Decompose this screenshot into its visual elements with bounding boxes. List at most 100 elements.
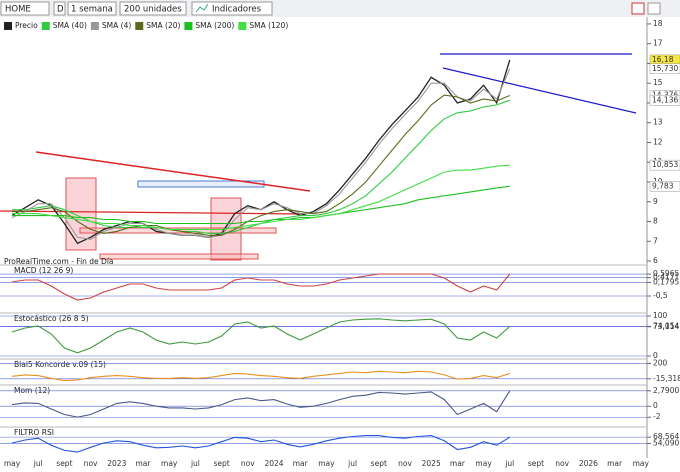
zone-box [99, 253, 259, 260]
x-tick-label: nov [398, 459, 412, 468]
price-tag [649, 159, 680, 171]
x-tick-label: sept [371, 459, 387, 468]
series-line [12, 185, 510, 225]
legend-swatch [4, 22, 12, 30]
y-tick-label: 17 [653, 39, 663, 48]
units: 200 unidades [124, 5, 182, 15]
series-line [11, 273, 511, 301]
series-line [12, 94, 511, 236]
y-tick-label: -15,318 [653, 374, 680, 383]
price-tag-label: 9,783 [652, 181, 674, 190]
legend-swatch [184, 22, 193, 30]
y-tick-label: 0 [653, 351, 658, 360]
x-tick-label: sept [213, 459, 229, 468]
period-code-box[interactable] [53, 1, 66, 16]
indicators: Indicadores [212, 5, 262, 15]
y-tick-label: 8 [653, 217, 658, 226]
x-tick-label: nov [241, 459, 255, 468]
price-tag-label: 10,853 [652, 160, 678, 169]
panel-title: MACD (12 26 9) [14, 266, 73, 275]
legend-entry: SMA (200) [195, 21, 234, 30]
legend-entry: SMA (120) [249, 21, 288, 30]
legend-entry: SMA (4) [102, 21, 131, 30]
panel-title: Mom (12) [14, 386, 50, 395]
panel-title: Blai5 Koncorde v.09 (15) [14, 360, 106, 369]
x-tick-label: mar [293, 459, 309, 468]
alert-icon[interactable] [631, 2, 645, 15]
x-tick-label: 2023 [107, 459, 126, 468]
y-tick-label: 0,1795 [653, 277, 679, 286]
x-tick-label: jul [33, 459, 43, 468]
y-tick-label: 7 [653, 236, 658, 245]
y-tick-label: 74,054 [653, 321, 679, 330]
series-line [11, 318, 511, 354]
footer: ProRealTime.com - Fin de Día [4, 257, 114, 266]
y-tick-label: 68,564 [653, 432, 679, 441]
y-tick-label: 0,5965 [653, 269, 679, 278]
x-tick-label: may [318, 459, 335, 468]
x-tick-label: jul [190, 459, 200, 468]
x-tick-label: may [161, 459, 178, 468]
panel-title: Estocástico (26 8 5) [14, 314, 89, 323]
price-tag-label: 14,136 [652, 95, 678, 104]
x-tick-label: 2024 [264, 459, 283, 468]
y-tick-label: 73,114 [653, 322, 679, 331]
legend-swatch [135, 22, 144, 30]
price-tag [649, 63, 680, 75]
x-tick-label: may [4, 459, 21, 468]
legend-entry: SMA (20) [146, 21, 180, 30]
price-tag-label: 15,730 [652, 64, 678, 73]
y-tick-label: -2 [653, 412, 661, 421]
series-line [11, 390, 511, 418]
y-tick-label: 2,7900 [653, 386, 679, 395]
x-tick-label: may [475, 459, 492, 468]
y-tick-label: 15 [653, 78, 663, 87]
legend-swatch [238, 22, 247, 30]
series-line [12, 164, 510, 230]
x-tick-label: jul [347, 459, 357, 468]
trendline [0, 210, 306, 215]
series-line [11, 68, 511, 240]
indicators-button[interactable] [191, 1, 273, 16]
y-tick-label: 9 [653, 197, 658, 206]
y-tick-label: 0 [653, 401, 658, 410]
x-tick-label: mar [607, 459, 623, 468]
x-tick-label: 2025 [422, 459, 441, 468]
legend-entry: Precio [15, 21, 38, 30]
x-tick-label: sept [56, 459, 72, 468]
period: 1 semana [71, 5, 113, 15]
period-box[interactable] [67, 1, 117, 16]
y-tick-label: 54,090 [653, 438, 679, 447]
series-line [11, 370, 510, 382]
legend-entry: SMA (40) [53, 21, 87, 30]
price-tag [649, 181, 680, 192]
indicators-icon [195, 3, 209, 13]
y-tick-label: 6 [653, 256, 658, 265]
series-line [11, 435, 511, 453]
trendline [35, 151, 311, 192]
x-tick-label: sept [528, 459, 544, 468]
symbol-box[interactable] [0, 1, 50, 16]
x-tick-label: jul [504, 459, 514, 468]
x-tick-label: nov [84, 459, 98, 468]
y-tick-label: 13 [653, 118, 663, 127]
period-code: D [57, 5, 64, 15]
y-tick-label: 200 [653, 358, 668, 367]
y-tick-label: -0,5 [653, 291, 668, 300]
units-box[interactable] [119, 1, 187, 16]
trendline [442, 67, 637, 114]
symbol: HOME [5, 5, 31, 15]
y-tick-label: 100 [653, 311, 668, 320]
y-tick-label: 0,4171 [653, 273, 679, 282]
x-tick-label: nov [555, 459, 569, 468]
y-tick-label: 18 [653, 19, 663, 28]
x-tick-label: mar [136, 459, 152, 468]
x-tick-label: mar [450, 459, 466, 468]
y-tick-label: 12 [653, 137, 663, 146]
settings-icon[interactable] [647, 2, 661, 15]
price-tag [649, 95, 680, 106]
legend-swatch [90, 22, 99, 30]
legend-swatch [41, 22, 50, 30]
